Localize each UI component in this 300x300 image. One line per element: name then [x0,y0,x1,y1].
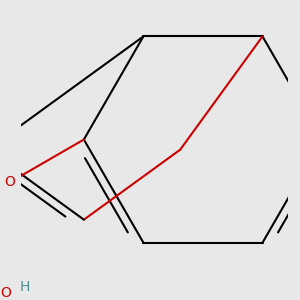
Text: H: H [20,280,30,294]
Text: O: O [0,286,11,300]
Text: O: O [4,176,15,189]
